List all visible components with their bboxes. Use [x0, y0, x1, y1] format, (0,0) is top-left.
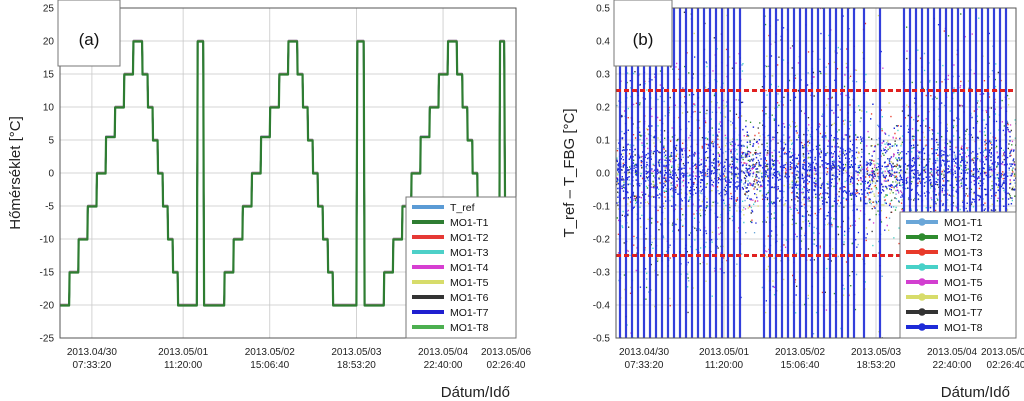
- x-tick-label: 15:06:40: [250, 360, 289, 371]
- legend-entry: MO1-T2: [450, 232, 489, 244]
- plot-frame: [615, 7, 1017, 339]
- x-tick-label: 2013.05/02: [245, 347, 295, 358]
- legend-entry: MO1-T3: [944, 247, 983, 259]
- y-tick-label: -0.2: [593, 235, 611, 246]
- legend-marker: [918, 308, 926, 316]
- x-tick-label: 2013.05/01: [699, 347, 749, 358]
- legend-entry: MO1-T6: [944, 292, 983, 304]
- legend-entry: MO1-T5: [944, 277, 983, 289]
- x-tick-label: 2013.05/02: [775, 347, 825, 358]
- legend-entry: MO1-T4: [944, 262, 983, 274]
- x-tick-label: 11:20:00: [164, 360, 203, 371]
- y-axis-label: Hőmérséklet [°C]: [7, 116, 24, 230]
- x-tick-label: 02:26:40: [987, 360, 1024, 371]
- legend-marker: [918, 278, 926, 286]
- y-tick-label: 15: [43, 70, 55, 81]
- x-tick-label: 2013.05/01: [158, 347, 208, 358]
- y-tick-label: 0.0: [596, 169, 610, 180]
- y-tick-label: -0.5: [593, 334, 611, 345]
- y-tick-label: -10: [40, 235, 55, 246]
- legend-entry: MO1-T8: [944, 322, 983, 334]
- x-axis-label: Dátum/Idő: [941, 384, 1010, 401]
- x-tick-label: 2013.05/06: [481, 347, 531, 358]
- y-tick-label: 20: [43, 37, 55, 48]
- y-tick-label: -25: [40, 334, 55, 345]
- legend-entry: MO1-T2: [944, 232, 983, 244]
- chart-panel-b: 0.5 0.4 0.3 0.2 0.1 0.0 -0.1 -0.2 -0.3 -0.4 -0.5 20…: [561, 0, 1024, 401]
- x-axis-label: Dátum/Idő: [441, 384, 510, 401]
- legend-entry: MO1-T8: [450, 322, 489, 334]
- legend-marker: [918, 263, 926, 271]
- legend-marker: [918, 233, 926, 241]
- legend: T_ref MO1-T1 MO1-T2 MO1-T3 MO1-T4 MO1-T5 MO1-T…: [405, 196, 517, 339]
- x-tick-label: 2013.05/04: [418, 347, 468, 358]
- legend-box: [899, 211, 1017, 339]
- x-tick-label: 2013.05/04: [927, 347, 977, 358]
- panel-tag-box: [57, 0, 121, 67]
- legend-entry: T_ref: [450, 202, 475, 214]
- x-tick-label: 18:53:20: [857, 360, 896, 371]
- y-tick-label: -0.4: [593, 301, 611, 312]
- legend-entry: MO1-T1: [944, 217, 983, 229]
- y-tick-label: 10: [43, 103, 55, 114]
- y-tick-label: 0.5: [596, 4, 610, 15]
- x-tick-label: 2013.04/30: [67, 347, 117, 358]
- x-tick-label: 2013.05/03: [331, 347, 381, 358]
- legend-entry: MO1-T7: [450, 307, 489, 319]
- legend-entry: MO1-T5: [450, 277, 489, 289]
- panel-tag-box: [613, 0, 673, 67]
- plot-marks: [60, 39, 516, 307]
- y-tick-label: 0.1: [596, 136, 610, 147]
- y-tick-label: 0.3: [596, 70, 610, 81]
- y-tick-label: 0.2: [596, 103, 610, 114]
- panel-tag: (a): [79, 30, 100, 49]
- y-tick-label: -5: [45, 202, 54, 213]
- y-tick-label: -0.1: [593, 202, 611, 213]
- y-tick-label: 25: [43, 4, 55, 15]
- x-tick-label: 22:40:00: [424, 360, 463, 371]
- x-tick-label: 07:33:20: [72, 360, 111, 371]
- x-tick-label: 2013.04/30: [619, 347, 669, 358]
- chart-panel-a: 25 20 15 10 5 0 -5 -10 -15 -20 -25 2013.04/30 07:33:…: [7, 0, 531, 401]
- y-tick-label: 5: [48, 136, 54, 147]
- plot-frame: [59, 7, 517, 339]
- y-tick-label: -15: [40, 268, 55, 279]
- legend-entry: MO1-T1: [450, 217, 489, 229]
- y-axis-label: T_ref – T_FBG [°C]: [561, 108, 578, 237]
- y-tick-label: -20: [40, 301, 55, 312]
- y-tick-label: 0: [48, 169, 54, 180]
- x-tick-label: 11:20:00: [705, 360, 744, 371]
- x-tick-label: 18:53:20: [337, 360, 376, 371]
- legend-entry: MO1-T4: [450, 262, 489, 274]
- x-tick-label: 02:26:40: [487, 360, 526, 371]
- series-line-mo1-t1: [60, 40, 516, 307]
- legend-marker: [918, 323, 926, 331]
- legend-entry: MO1-T6: [450, 292, 489, 304]
- legend-marker: [918, 293, 926, 301]
- y-tick-label: 0.4: [596, 37, 610, 48]
- x-tick-label: 2013.05/03: [851, 347, 901, 358]
- legend-marker: [918, 218, 926, 226]
- legend: MO1-T1 MO1-T2 MO1-T3 MO1-T4 MO1-T5 MO1-T6 MO1-…: [899, 211, 1017, 339]
- legend-entry: MO1-T7: [944, 307, 983, 319]
- x-tick-label: 15:06:40: [781, 360, 820, 371]
- y-tick-label: -0.3: [593, 268, 611, 279]
- x-tick-label: 22:40:00: [933, 360, 972, 371]
- panel-tag: (b): [633, 30, 654, 49]
- x-tick-label: 07:33:20: [625, 360, 664, 371]
- x-tick-label: 2013.05/06: [981, 347, 1024, 358]
- legend-entry: MO1-T3: [450, 247, 489, 259]
- legend-marker: [918, 248, 926, 256]
